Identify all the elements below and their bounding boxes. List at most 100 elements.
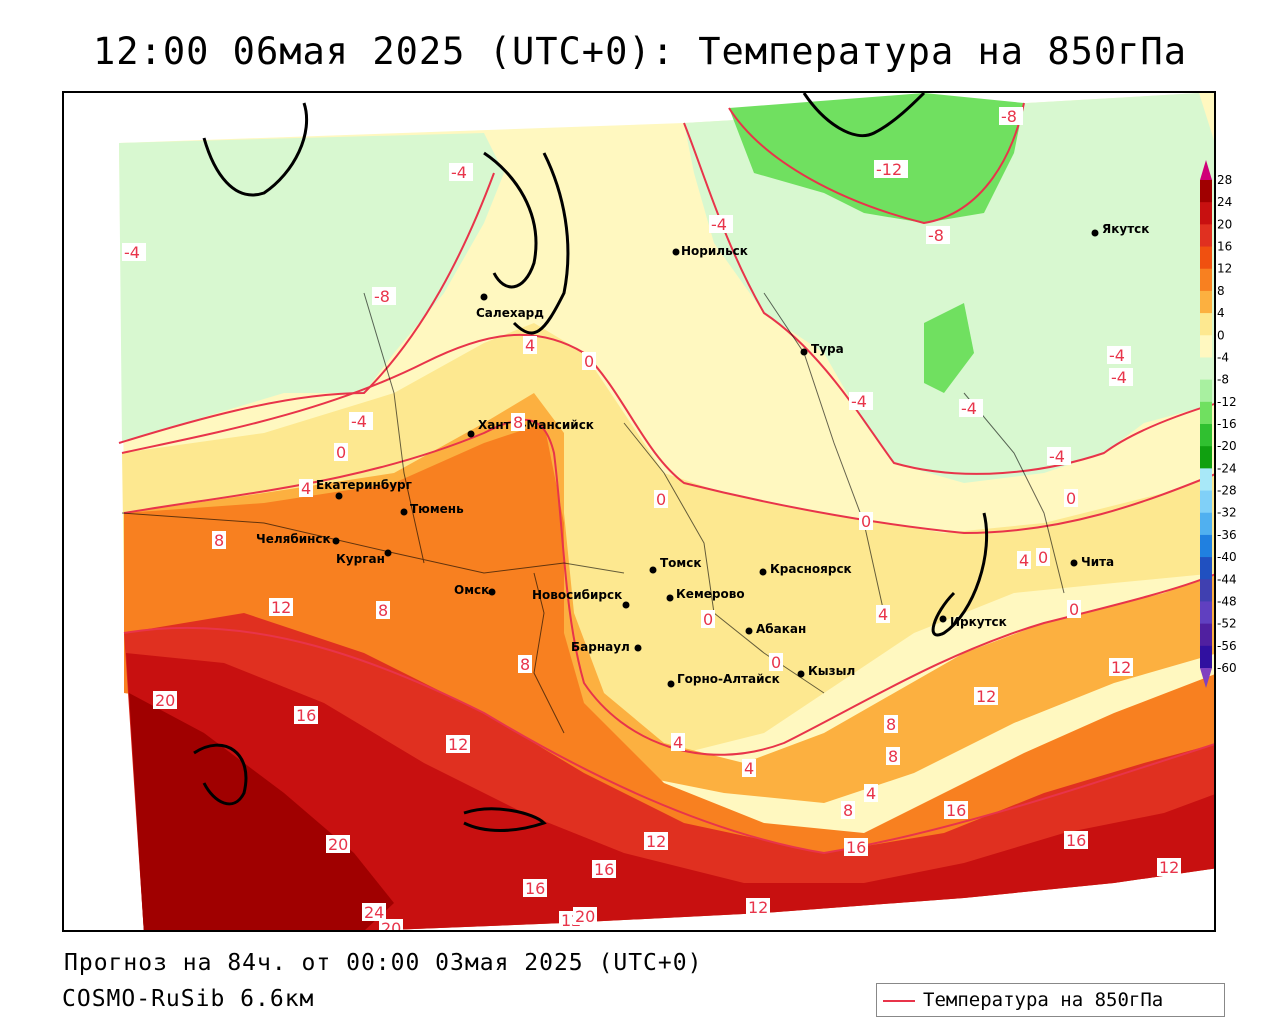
isoline-label: -4 — [1049, 447, 1065, 466]
city-yekaterinburg[interactable]: Екатеринбург — [316, 478, 412, 500]
isoline-label: 20 — [381, 919, 401, 932]
colorbar-band — [1200, 468, 1212, 492]
isoline-label-bg — [449, 163, 473, 181]
colorbar-band — [1200, 623, 1212, 647]
city-chelyabinsk[interactable]: Челябинск — [256, 532, 340, 546]
isoline-label: 12 — [1111, 658, 1131, 677]
isoline-label-bg — [349, 412, 373, 430]
city-norilsk[interactable]: Норильск — [672, 244, 748, 258]
colorbar-tick-label: -4 — [1217, 350, 1229, 364]
colorbar-tick-label: -28 — [1217, 484, 1237, 498]
colorbar-band — [1200, 534, 1212, 558]
city-novosibirsk[interactable]: Новосибирск — [532, 588, 630, 609]
isoline-label-bg — [518, 655, 532, 673]
isoline-label-bg — [841, 801, 855, 819]
isoline-label: -4 — [1109, 346, 1125, 365]
city-irkutsk[interactable]: Иркутск — [939, 615, 1007, 629]
isoline-label-bg — [1064, 831, 1088, 849]
colorbar-tick-label: -36 — [1217, 528, 1237, 542]
colorbar-tick-label: -24 — [1217, 461, 1237, 475]
isoline-label-bg — [849, 392, 873, 410]
isoline-label: 8 — [843, 801, 853, 820]
zone-mid-green — [729, 93, 1024, 223]
svg-text:Екатеринбург: Екатеринбург — [316, 478, 412, 492]
isoline-label-bg — [654, 490, 668, 508]
isoline-label-bg — [1017, 551, 1031, 569]
isoline-label: 0 — [1066, 489, 1076, 508]
colorbar-band — [1200, 490, 1212, 514]
isoline-label: 8 — [888, 747, 898, 766]
isoline-label: -4 — [124, 243, 140, 262]
city-yakutsk[interactable]: Якутск — [1091, 222, 1150, 237]
temperature-colorbar: 28 24 20 16 12 8 4 0 -4 -8 -12 -16 -20 -24 -28 -32 -36 -4… — [1200, 160, 1237, 688]
isoline-label: 0 — [584, 352, 594, 371]
isoline-label-bg — [379, 919, 403, 930]
city-kyzyl[interactable]: Кызыл — [797, 664, 856, 678]
colorbar-band — [1200, 313, 1212, 336]
colorbar-band — [1200, 290, 1212, 314]
city-barnaul[interactable]: Барнаул — [571, 640, 642, 654]
city-tomsk[interactable]: Томск — [649, 556, 702, 574]
city-kurgan[interactable]: Курган — [336, 549, 392, 567]
colorbar-tick-label: -56 — [1217, 639, 1237, 653]
admin-borders — [121, 292, 1065, 734]
city-chita[interactable]: Чита — [1070, 555, 1115, 569]
isoline-label: 12 — [448, 735, 468, 754]
isoline-label-bg — [122, 243, 146, 261]
isoline-label-bg — [372, 287, 396, 305]
forecast-info: Прогноз на 84ч. от 00:00 03мая 2025 (UTC… — [64, 950, 703, 976]
colorbar-band — [1200, 645, 1212, 669]
colorbar-band — [1200, 512, 1212, 536]
isoline-label: -8 — [1001, 107, 1017, 126]
isoline-label-bg — [671, 733, 685, 751]
isoline-label-bg — [334, 443, 348, 461]
isoline-label: 4 — [525, 336, 535, 355]
temperature-map[interactable]: Салехард Норильск Якутск Тура Ханты-Манс… — [64, 93, 1216, 932]
isoline-label: 20 — [328, 835, 348, 854]
colorbar-band — [1200, 180, 1212, 203]
svg-text:Кемерово: Кемерово — [676, 587, 745, 601]
city-krasnoyarsk[interactable]: Красноярск — [759, 562, 852, 576]
svg-text:Салехард: Салехард — [476, 306, 544, 320]
city-salekhard[interactable]: Салехард — [476, 293, 544, 321]
isoline-label: 8 — [378, 601, 388, 620]
isoline-label: -4 — [351, 412, 367, 431]
city-markers: Салехард Норильск Якутск Тура Ханты-Манс… — [256, 222, 1149, 688]
isoline-label-bg — [859, 512, 873, 530]
city-khanty-mansiysk[interactable]: Ханты-Мансийск — [467, 418, 594, 438]
colorbar-tick-label: -16 — [1217, 417, 1237, 431]
isoline-label: 16 — [846, 838, 866, 857]
city-gorno-altaysk[interactable]: Горно-Алтайск — [667, 672, 780, 688]
isoline-label: 4 — [1019, 551, 1029, 570]
svg-text:Барнаул: Барнаул — [571, 640, 630, 654]
isoline-label-bg — [582, 352, 596, 370]
isoline-label-bg — [523, 879, 547, 897]
isoline-label-bg — [769, 653, 783, 671]
isoline-label: 0 — [861, 512, 871, 531]
city-kemerovo[interactable]: Кемерово — [666, 587, 745, 602]
city-omsk[interactable]: Омск — [454, 583, 496, 597]
isoline-label: -4 — [451, 163, 467, 182]
zone-yellow — [122, 323, 1214, 753]
isoline-label: 12 — [271, 598, 291, 617]
isoline-label-bg — [644, 832, 668, 850]
svg-text:Абакан: Абакан — [756, 622, 806, 636]
isoline-label: 4 — [301, 479, 311, 498]
svg-text:Норильск: Норильск — [681, 244, 748, 258]
isoline-label-bg — [1107, 346, 1131, 364]
city-abakan[interactable]: Абакан — [745, 622, 807, 636]
colorbar-tick-label: 28 — [1217, 173, 1232, 187]
isoline-label: 8 — [886, 715, 896, 734]
colorbar-tick-label: -52 — [1217, 617, 1237, 631]
coastline — [193, 93, 989, 832]
city-tura[interactable]: Тура — [800, 342, 844, 356]
isoline-label: 8 — [214, 531, 224, 550]
svg-text:Чита: Чита — [1081, 555, 1114, 569]
city-tyumen[interactable]: Тюмень — [400, 502, 465, 516]
isoline-label: 4 — [744, 759, 754, 778]
map-frame[interactable]: Салехард Норильск Якутск Тура Ханты-Манс… — [62, 91, 1216, 932]
colorbar-band — [1200, 579, 1212, 602]
colorbar-tick-label: 12 — [1217, 262, 1232, 276]
isoline-label-bg — [746, 898, 770, 916]
colorbar-tick-label: 24 — [1217, 195, 1232, 209]
